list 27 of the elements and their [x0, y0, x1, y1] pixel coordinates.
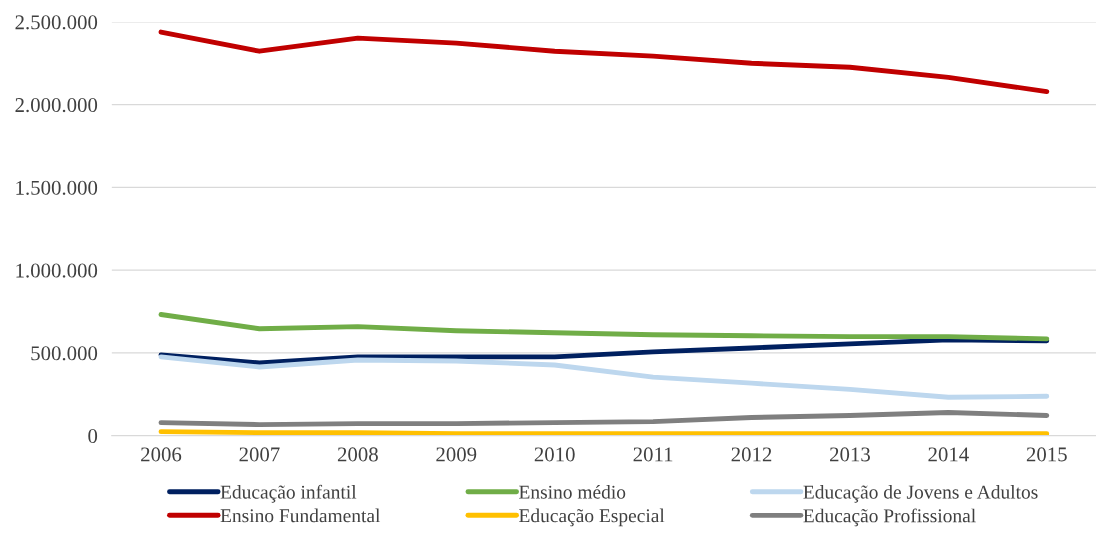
legend-label: Educação Profissional [803, 508, 976, 527]
line-series [158, 337, 1050, 366]
x-tick-label: 2010 [534, 447, 575, 462]
line-series [158, 29, 1050, 95]
x-tick-label: 2007 [239, 447, 280, 462]
y-tick-label: 1.000.000 [16, 263, 98, 278]
legend-label: Educação Especial [519, 508, 665, 527]
legend-label: Ensino médio [519, 484, 626, 499]
line-series [158, 354, 1050, 400]
x-tick-label: 2008 [337, 447, 378, 462]
y-tick-label: 2.000.000 [15, 98, 98, 113]
x-tick-label: 2015 [1026, 447, 1067, 462]
y-tick-label: 1.500.000 [16, 180, 98, 195]
x-tick-label: 2013 [830, 447, 870, 462]
line-series [158, 312, 1050, 342]
x-tick-label: 2014 [928, 447, 969, 462]
line-series [158, 410, 1050, 427]
legend-label: Ensino Fundamental [220, 508, 381, 523]
x-tick-label: 2006 [141, 447, 182, 462]
x-tick-label: 2011 [633, 447, 673, 462]
y-tick-label: 2.500.000 [15, 15, 98, 30]
legend-label: Educação de Jovens e Adultos [803, 485, 1038, 503]
x-tick-label: 2009 [436, 447, 477, 462]
legend-label: Educação infantil [220, 484, 357, 503]
y-tick-label: 0 [88, 429, 98, 444]
x-tick-label: 2012 [731, 447, 772, 462]
y-tick-label: 500.000 [31, 346, 98, 361]
